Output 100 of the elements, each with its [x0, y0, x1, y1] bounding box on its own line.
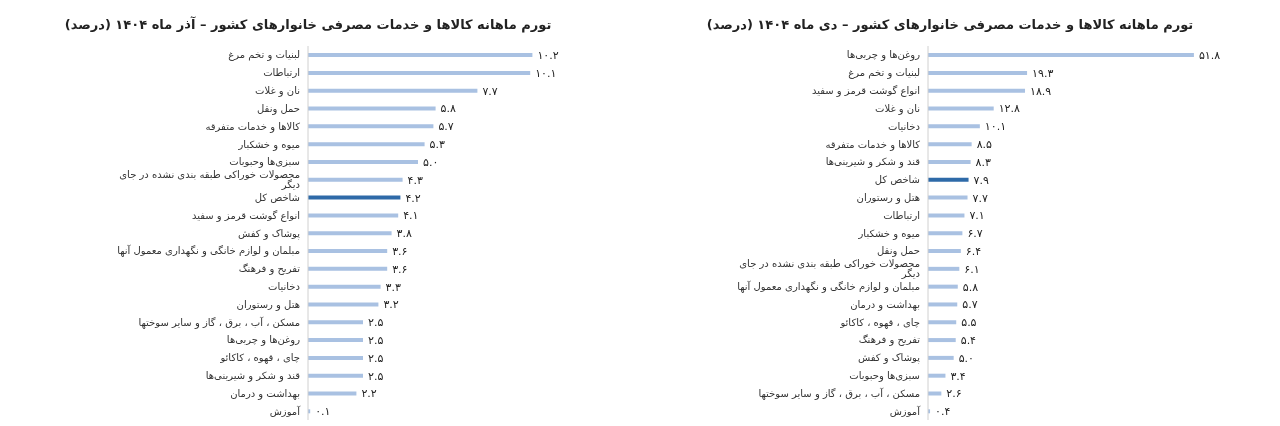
- data-label: ۶.۱: [964, 262, 980, 276]
- bar: [928, 177, 969, 182]
- data-label: ۰.۱: [315, 405, 331, 419]
- data-label: ۵.۴: [960, 333, 977, 347]
- bar: [928, 320, 957, 325]
- data-label: ۵.۳: [429, 138, 445, 152]
- y-tick-label: تفریح و فرهنگ: [238, 263, 301, 276]
- data-label: ۱۹.۳: [1032, 66, 1054, 80]
- data-label: ۴.۳: [407, 173, 423, 187]
- data-label: ۱۸.۹: [1030, 84, 1052, 98]
- y-tick-label: قند و شکر و شیرینی‌ها: [205, 370, 301, 383]
- y-tick-label: ارتباطات: [263, 67, 300, 79]
- bar: [928, 195, 968, 200]
- data-label: ۵.۰: [423, 155, 439, 169]
- y-tick-label: روغن‌ها و چربی‌ها: [226, 334, 301, 347]
- bar: [928, 88, 1026, 93]
- y-tick-label: شاخص کل: [254, 191, 300, 203]
- data-label: ۵.۵: [961, 316, 977, 330]
- bar: [928, 355, 954, 360]
- y-tick-label: لبنیات و تخم مرغ: [848, 67, 920, 80]
- data-label: ۵.۰: [958, 351, 974, 365]
- bar: [928, 302, 958, 307]
- bar: [308, 355, 363, 360]
- y-tick-label: نان و غلات: [255, 85, 300, 98]
- data-label: ۸.۳: [975, 155, 992, 169]
- chart-title: تورم ماهانه کالاها و خدمات مصرفی خانوارهای کشور – دی ماه ۱۴۰۴ (درصد): [705, 16, 1195, 35]
- data-label: ۷.۹: [973, 173, 989, 187]
- bar: [308, 53, 533, 58]
- y-tick-label: سبزی‌ها وحبوبات: [229, 156, 300, 169]
- y-tick-label: مسکن ، آب ، برق ، گاز و سایر سوختها: [138, 315, 300, 329]
- bar: [308, 231, 392, 236]
- bar: [928, 373, 946, 378]
- chart-title: تورم ماهانه کالاها و خدمات مصرفی خانوارهای کشور – آذر ماه ۱۴۰۴ (درصد): [63, 15, 553, 35]
- data-label: ۳.۶: [392, 244, 408, 258]
- y-tick-label: میوه و خشکبار: [237, 138, 300, 151]
- data-label: ۸.۵: [976, 138, 993, 152]
- data-label: ۴.۲: [405, 191, 421, 205]
- y-tick-label: چای ، قهوه ، کاکائو: [839, 316, 920, 329]
- y-tick-label: کالاها و خدمات متفرقه: [825, 138, 921, 151]
- bar: [928, 142, 972, 147]
- bar: [308, 302, 379, 307]
- bar: [928, 231, 963, 236]
- y-tick-label: سبزی‌ها وحبوبات: [849, 370, 920, 383]
- y-tick-label: انواع گوشت قرمز و سفید: [191, 209, 300, 222]
- data-label: ۲.۵: [368, 333, 384, 347]
- data-label: ۳.۶: [392, 262, 408, 276]
- bar: [308, 338, 363, 343]
- y-tick-label: پوشاک و کفش: [857, 352, 921, 365]
- data-label: ۵۱.۸: [1198, 49, 1221, 63]
- bar: [308, 213, 399, 218]
- bar: [308, 124, 434, 129]
- data-label: ۷.۷: [482, 84, 498, 98]
- bar: [928, 70, 1028, 75]
- data-label: ۷.۱: [969, 209, 985, 223]
- y-tick-label: پوشاک و کفش: [237, 227, 301, 240]
- data-label: ۵.۷: [962, 298, 978, 312]
- data-label: ۲.۵: [368, 369, 384, 383]
- y-tick-label: انواع گوشت قرمز و سفید: [811, 85, 920, 98]
- data-label: ۷.۷: [972, 191, 988, 205]
- y-tick-label: دخانیات: [888, 120, 920, 132]
- bar: [308, 373, 363, 378]
- bar: [308, 320, 363, 325]
- y-tick-label: میوه و خشکبار: [857, 227, 920, 240]
- y-tick-label: مبلمان و لوازم خانگی و نگهداری معمول آنها: [117, 244, 300, 258]
- y-tick-label: بهداشت و درمان: [230, 387, 300, 400]
- bar: [308, 266, 388, 271]
- data-label: ۵.۸: [962, 280, 979, 294]
- y-tick-label: حمل ونقل: [257, 102, 300, 115]
- y-tick-label: شاخص کل: [874, 174, 920, 186]
- data-label: ۱۰.۱: [535, 66, 557, 80]
- bar: [928, 124, 980, 129]
- bar: [928, 338, 956, 343]
- data-label: ۲.۲: [361, 387, 377, 401]
- y-tick-label: هتل و رستوران: [236, 298, 300, 311]
- data-label: ۵.۸: [440, 102, 456, 116]
- data-label: ۲.۵: [368, 316, 384, 330]
- y-tick-label: آموزش: [269, 404, 302, 417]
- y-tick-label: تفریح و فرهنگ: [858, 334, 921, 347]
- bar: [308, 106, 436, 111]
- bar: [928, 249, 961, 254]
- bar: [308, 70, 531, 75]
- data-label: ۳.۳: [385, 280, 401, 294]
- data-label: ۳.۸: [396, 227, 412, 241]
- y-tick-label: چای ، قهوه ، کاکائو: [219, 352, 300, 365]
- data-label: ۱۰.۲: [537, 49, 559, 63]
- y-tick-label: ارتباطات: [883, 209, 920, 221]
- data-label: ۲.۵: [368, 351, 384, 365]
- data-label: ۶.۷: [967, 227, 983, 241]
- bar: [928, 284, 958, 289]
- data-label: ۲.۶: [946, 387, 962, 401]
- y-tick-label: دخانیات: [268, 280, 300, 292]
- bar: [308, 195, 401, 200]
- y-tick-label: لبنیات و تخم مرغ: [228, 49, 300, 62]
- bar: [928, 391, 942, 396]
- y-tick-label: مبلمان و لوازم خانگی و نگهداری معمول آنها: [737, 279, 920, 293]
- data-label: ۳.۴: [950, 369, 966, 383]
- y-tick-label: کالاها و خدمات متفرقه: [205, 120, 301, 133]
- y-tick-label: مسکن ، آب ، برق ، گاز و سایر سوختها: [758, 386, 920, 400]
- bar: [928, 53, 1194, 58]
- bar: [928, 213, 965, 218]
